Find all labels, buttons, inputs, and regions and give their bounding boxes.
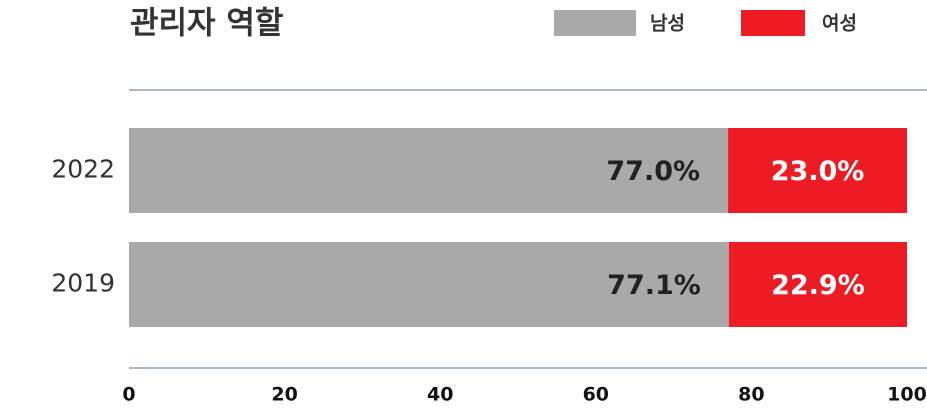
- bar-segment: [129, 128, 729, 213]
- legend-label: 남성: [650, 13, 685, 35]
- data-label: 77.1%: [607, 270, 701, 301]
- data-label: 77.0%: [606, 156, 700, 187]
- bar-segment: [129, 242, 729, 327]
- x-tick-label: 20: [271, 384, 297, 406]
- bar-segment: [728, 128, 907, 213]
- x-tick-label: 40: [427, 384, 453, 406]
- bar-segment: [728, 242, 907, 327]
- data-label: 22.9%: [771, 270, 865, 301]
- x-tick-label: 60: [583, 384, 609, 406]
- data-label: 23.0%: [771, 156, 865, 187]
- y-tick-label: 2019: [51, 269, 115, 298]
- legend-swatch: [741, 10, 805, 36]
- y-tick-label: 2022: [51, 155, 115, 184]
- chart-title: 관리자 역할: [130, 6, 283, 42]
- x-tick-label: 0: [122, 384, 135, 406]
- legend-label: 여성: [822, 13, 857, 35]
- legend-swatch: [554, 10, 636, 36]
- x-tick-label: 80: [738, 384, 764, 406]
- x-tick-label: 100: [887, 384, 927, 406]
